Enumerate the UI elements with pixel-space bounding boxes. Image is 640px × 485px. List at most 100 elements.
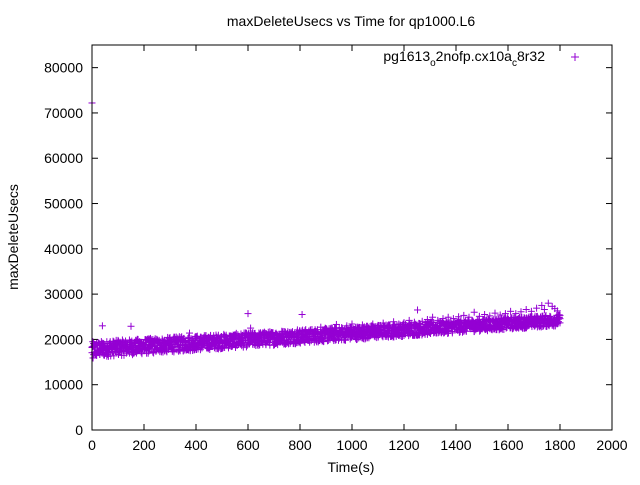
- data-point: [215, 335, 223, 343]
- data-point-band: [556, 319, 564, 327]
- x-axis-label: Time(s): [328, 459, 375, 475]
- data-point: [262, 330, 270, 338]
- data-point: [283, 330, 291, 338]
- data-point: [439, 315, 447, 323]
- y-axis-label: maxDeleteUsecs: [5, 184, 21, 290]
- data-point: [226, 335, 234, 343]
- data-point-band: [110, 352, 118, 360]
- x-tick-label: 1000: [336, 437, 367, 453]
- x-tick-label: 1200: [388, 437, 419, 453]
- data-point: [343, 322, 351, 330]
- data-point: [98, 322, 106, 330]
- data-point-band: [242, 343, 250, 351]
- data-point: [369, 320, 377, 328]
- data-point: [257, 332, 265, 340]
- data-point: [322, 325, 330, 333]
- data-point: [130, 342, 138, 350]
- data-point: [106, 338, 114, 346]
- data-point: [247, 324, 255, 332]
- data-point: [312, 327, 320, 335]
- data-point: [522, 306, 530, 314]
- data-point: [244, 310, 252, 318]
- data-point: [134, 345, 141, 353]
- chart-title: maxDeleteUsecs vs Time for qp1000.L6: [227, 13, 475, 29]
- data-point: [527, 307, 535, 315]
- data-point: [273, 330, 281, 338]
- data-point: [156, 340, 164, 348]
- data-point: [460, 311, 468, 319]
- data-point-band: [555, 313, 563, 321]
- data-point: [429, 313, 437, 321]
- data-point: [379, 319, 387, 327]
- data-point: [486, 312, 494, 320]
- data-point: [481, 311, 489, 318]
- data-point: [491, 309, 499, 317]
- x-tick-label: 1800: [544, 437, 575, 453]
- data-point: [496, 311, 504, 319]
- data-point-band: [342, 336, 349, 344]
- data-point: [161, 342, 169, 350]
- data-point: [553, 307, 561, 315]
- data-point: [327, 324, 335, 332]
- y-tick-label: 40000: [44, 241, 83, 257]
- y-tick-label: 10000: [44, 377, 83, 393]
- data-point: [298, 311, 306, 318]
- data-point-band: [444, 329, 452, 337]
- data-point: [141, 344, 149, 352]
- x-tick-label: 1600: [492, 437, 523, 453]
- data-point: [400, 319, 408, 327]
- data-point: [145, 341, 153, 349]
- data-point-band: [255, 341, 263, 349]
- data-point: [353, 323, 361, 331]
- data-point: [358, 321, 366, 329]
- y-tick-label: 60000: [44, 150, 83, 166]
- data-point-band: [170, 346, 178, 354]
- data-point: [137, 339, 145, 347]
- data-point: [241, 334, 249, 342]
- y-tick-label: 80000: [44, 60, 83, 76]
- data-point: [507, 307, 515, 315]
- data-point: [455, 313, 463, 321]
- y-tick-label: 20000: [44, 331, 83, 347]
- data-point: [317, 323, 325, 331]
- data-point: [150, 342, 158, 350]
- data-point: [423, 315, 431, 323]
- data-point: [374, 321, 382, 329]
- data-point: [434, 316, 442, 324]
- legend-label: pg1613o2nofp.cx10ac8r32: [383, 48, 545, 69]
- data-point: [384, 321, 392, 329]
- data-point: [306, 326, 314, 334]
- data-point: [186, 329, 193, 337]
- x-tick-label: 1400: [440, 437, 471, 453]
- data-point: [475, 312, 483, 320]
- data-point: [114, 336, 122, 344]
- data-points: [88, 99, 564, 362]
- data-point: [104, 344, 112, 352]
- data-point: [236, 335, 244, 343]
- y-tick-label: 30000: [44, 286, 83, 302]
- data-point-band: [279, 333, 287, 341]
- data-point: [210, 338, 218, 346]
- data-point: [395, 320, 403, 328]
- data-point: [293, 326, 301, 334]
- x-tick-label: 600: [236, 437, 260, 453]
- data-point-band: [222, 331, 230, 339]
- data-point: [544, 299, 552, 307]
- data-point: [205, 336, 213, 344]
- data-point: [89, 354, 97, 362]
- data-point: [111, 344, 119, 352]
- data-point-band: [196, 346, 204, 354]
- data-point: [364, 322, 372, 330]
- legend-marker: [571, 53, 579, 61]
- data-point: [189, 339, 197, 347]
- data-point: [267, 332, 275, 340]
- data-point: [540, 306, 548, 314]
- data-point: [449, 315, 457, 323]
- data-point: [444, 313, 452, 321]
- data-point: [96, 344, 104, 352]
- data-point: [533, 304, 541, 312]
- data-point-band: [462, 327, 470, 335]
- data-point: [176, 336, 184, 344]
